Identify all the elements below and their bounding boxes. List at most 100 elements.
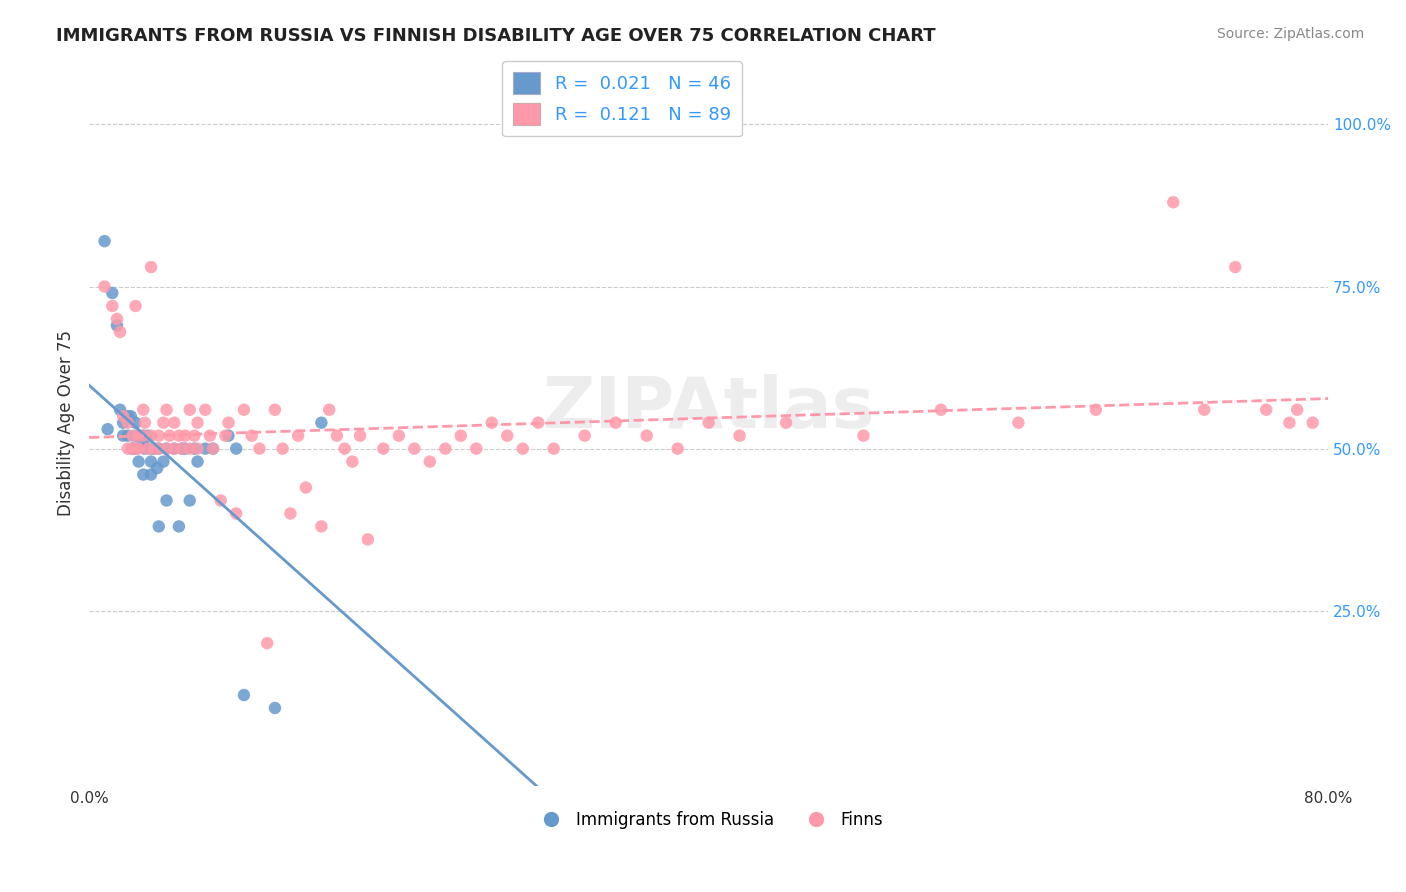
Finns [295,481,318,495]
Finns [174,428,197,442]
Finns [121,428,143,442]
Finns [148,428,170,442]
Finns [159,428,181,442]
Finns [249,442,271,456]
Finns [1278,416,1301,430]
Finns [728,428,751,442]
Finns [1286,402,1309,417]
Immigrants from Russia [121,442,143,456]
Immigrants from Russia [143,442,166,456]
Finns [1192,402,1215,417]
Finns [280,507,302,521]
Finns [512,442,534,456]
Finns [179,402,201,417]
Finns [132,402,155,417]
Finns [148,442,170,456]
Immigrants from Russia [179,493,201,508]
Finns [186,416,208,430]
Finns [1225,260,1247,274]
Immigrants from Russia [167,519,190,533]
Finns [167,428,190,442]
Immigrants from Russia [128,428,150,442]
Finns [163,416,186,430]
Finns [574,428,596,442]
Immigrants from Russia [117,409,139,424]
Immigrants from Russia [139,467,162,482]
Immigrants from Russia [120,409,142,424]
Immigrants from Russia [155,442,177,456]
Immigrants from Russia [139,442,162,456]
Finns [155,442,177,456]
Finns [450,428,472,442]
Immigrants from Russia [170,442,193,456]
Finns [132,428,155,442]
Finns [163,442,186,456]
Finns [256,636,278,650]
Finns [333,442,356,456]
Immigrants from Russia [217,428,239,442]
Immigrants from Russia [132,435,155,450]
Immigrants from Russia [163,442,186,456]
Finns [1161,195,1184,210]
Finns [112,409,135,424]
Finns [264,402,287,417]
Finns [201,442,224,456]
Finns [136,442,159,456]
Finns [605,416,627,430]
Finns [349,428,371,442]
Immigrants from Russia [174,442,197,456]
Immigrants from Russia [146,461,169,475]
Finns [434,442,457,456]
Immigrants from Russia [311,416,333,430]
Finns [143,442,166,456]
Finns [170,442,193,456]
Immigrants from Russia [97,422,120,436]
Immigrants from Russia [117,428,139,442]
Finns [496,428,519,442]
Finns [198,428,221,442]
Finns [481,416,503,430]
Finns [139,428,162,442]
Finns [318,402,340,417]
Immigrants from Russia [132,428,155,442]
Finns [666,442,689,456]
Finns [697,416,720,430]
Finns [209,493,232,508]
Finns [134,416,156,430]
Immigrants from Russia [121,442,143,456]
Immigrants from Russia [132,467,155,482]
Finns [179,442,201,456]
Finns [929,402,952,417]
Finns [636,428,658,442]
Finns [117,416,139,430]
Finns [124,299,146,313]
Immigrants from Russia [124,442,146,456]
Finns [183,428,205,442]
Finns [357,533,380,547]
Finns [388,428,411,442]
Immigrants from Russia [186,454,208,468]
Finns [233,402,256,417]
Finns [108,325,131,339]
Immigrants from Russia [183,442,205,456]
Immigrants from Russia [233,688,256,702]
Immigrants from Russia [139,454,162,468]
Immigrants from Russia [124,416,146,430]
Immigrants from Russia [148,442,170,456]
Finns [152,416,174,430]
Finns [214,428,236,442]
Finns [155,402,177,417]
Finns [404,442,426,456]
Legend: Immigrants from Russia, Finns: Immigrants from Russia, Finns [527,805,890,836]
Finns [271,442,294,456]
Finns [139,260,162,274]
Finns [101,299,124,313]
Finns [128,428,150,442]
Finns [124,442,146,456]
Immigrants from Russia [128,454,150,468]
Finns [240,428,263,442]
Finns [543,442,565,456]
Finns [311,519,333,533]
Finns [1256,402,1278,417]
Immigrants from Russia [152,454,174,468]
